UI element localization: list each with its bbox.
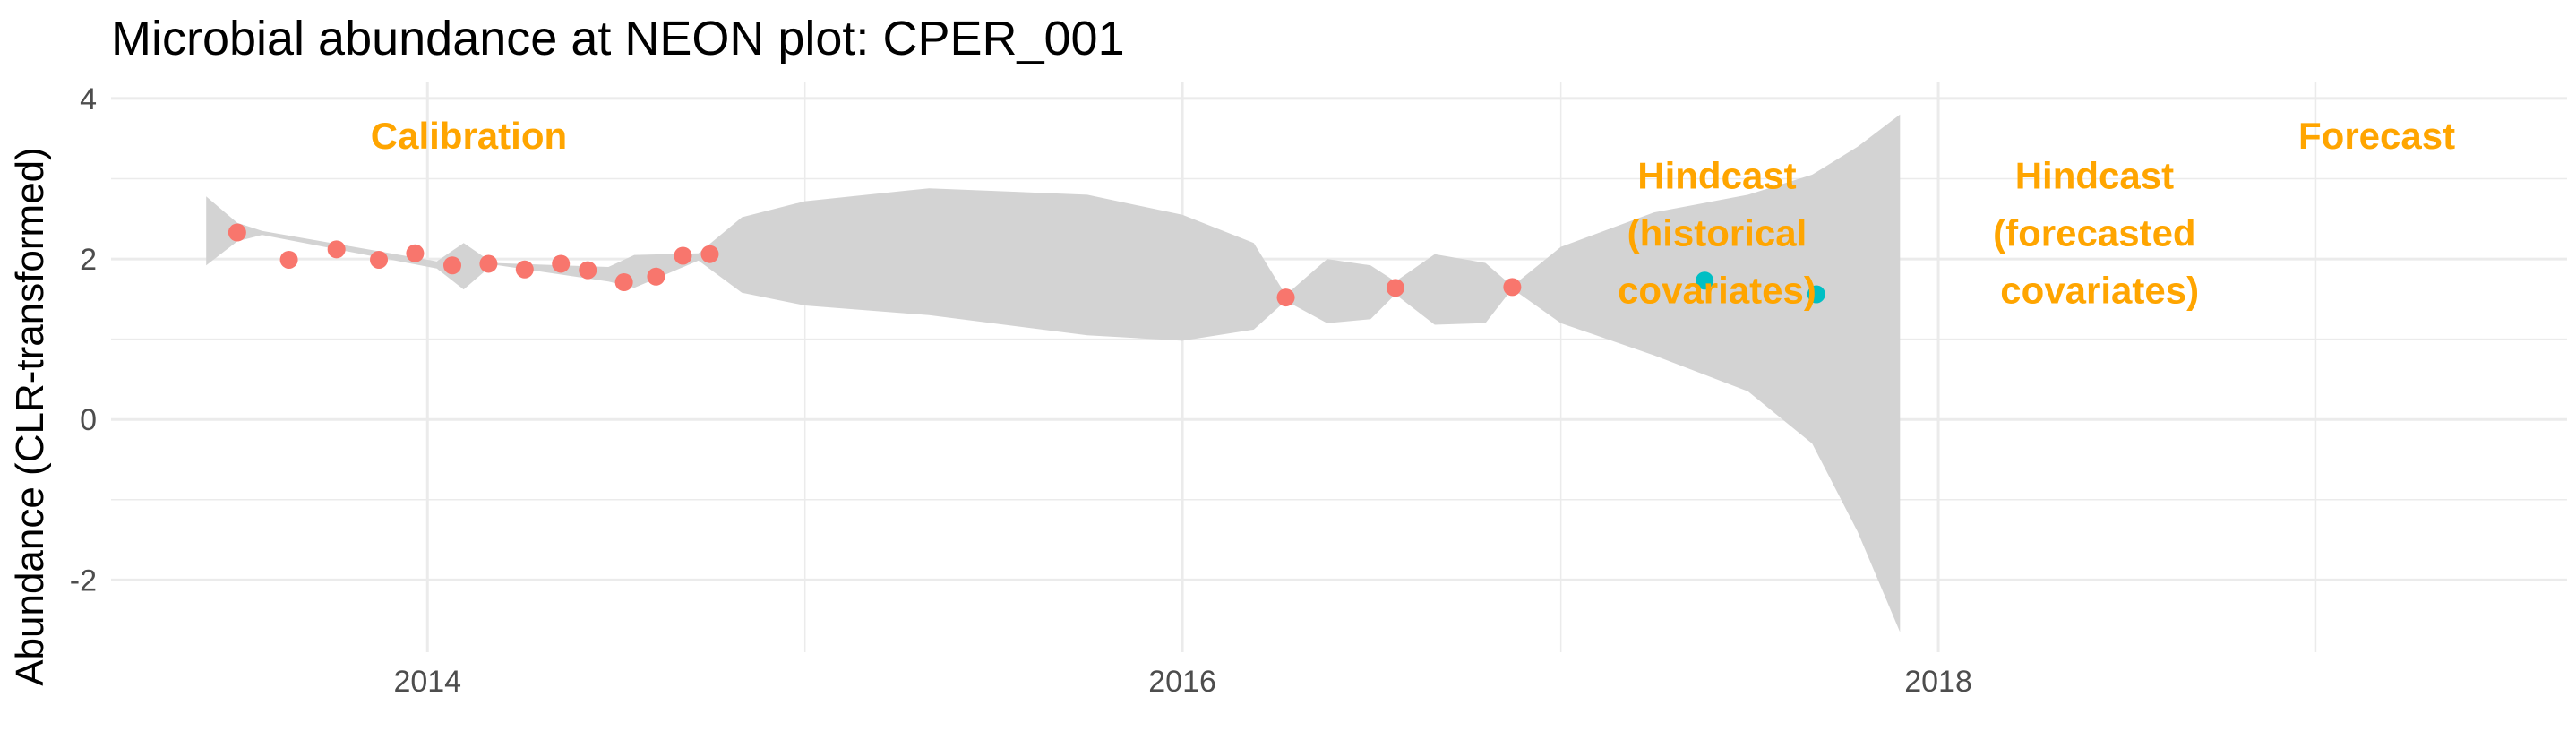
observed-point — [674, 246, 692, 265]
points-group — [228, 223, 1825, 307]
period-annotation-line: Hindcast — [1637, 154, 1796, 196]
chart-title: Microbial abundance at NEON plot: CPER_0… — [111, 12, 1125, 65]
observed-point — [1386, 279, 1404, 297]
hindcast-point — [1807, 285, 1825, 304]
uncertainty-ribbon-group — [206, 114, 1901, 632]
x-tick-label: 2016 — [1148, 665, 1216, 699]
observed-point — [442, 256, 461, 275]
y-tick-label: 4 — [80, 82, 97, 116]
hindcast-point — [1696, 271, 1714, 290]
observed-point — [1276, 288, 1295, 307]
observed-point — [614, 273, 633, 292]
observed-point — [552, 254, 571, 273]
period-annotation: Calibration — [371, 115, 567, 157]
period-annotation-line: covariates) — [1990, 269, 2199, 311]
y-tick-label: 2 — [80, 243, 97, 277]
observed-point — [515, 260, 534, 279]
y-tick-label: -2 — [70, 563, 97, 598]
observed-point — [647, 267, 665, 286]
period-annotation-line: (historical — [1627, 211, 1807, 254]
x-tick-label: 2018 — [1904, 665, 1972, 699]
observed-point — [228, 223, 246, 242]
period-annotation-line: Calibration — [371, 115, 567, 157]
observed-point — [370, 250, 389, 269]
period-annotation-line: covariates) — [1618, 269, 1816, 311]
observed-point — [327, 240, 346, 259]
observed-point — [700, 245, 719, 263]
minor-gridlines — [111, 82, 2567, 652]
observed-point — [479, 254, 498, 273]
observed-point — [279, 250, 298, 269]
period-annotation: Forecast — [2298, 115, 2455, 157]
period-annotation-line: Hindcast — [2015, 154, 2174, 196]
uncertainty-ribbon — [206, 114, 1901, 632]
x-tick-label: 2014 — [393, 665, 461, 699]
period-annotation-line: (forecasted — [1993, 211, 2195, 254]
axis-tick-labels: -2 0 2 4 2014 2016 2018 — [70, 82, 1972, 699]
observed-point — [579, 261, 597, 280]
period-annotation-line: Forecast — [2298, 115, 2455, 157]
observed-point — [406, 244, 425, 262]
observed-point — [1503, 278, 1522, 297]
annotations-group: Calibration Hindcast (historical covariates… — [371, 115, 2455, 311]
major-gridlines — [111, 82, 2567, 652]
period-annotation: Hindcast (historical covariates) — [1618, 154, 1816, 311]
y-tick-label: 0 — [80, 403, 97, 437]
period-annotation: Hindcast (forecasted covariates) — [1990, 154, 2199, 311]
